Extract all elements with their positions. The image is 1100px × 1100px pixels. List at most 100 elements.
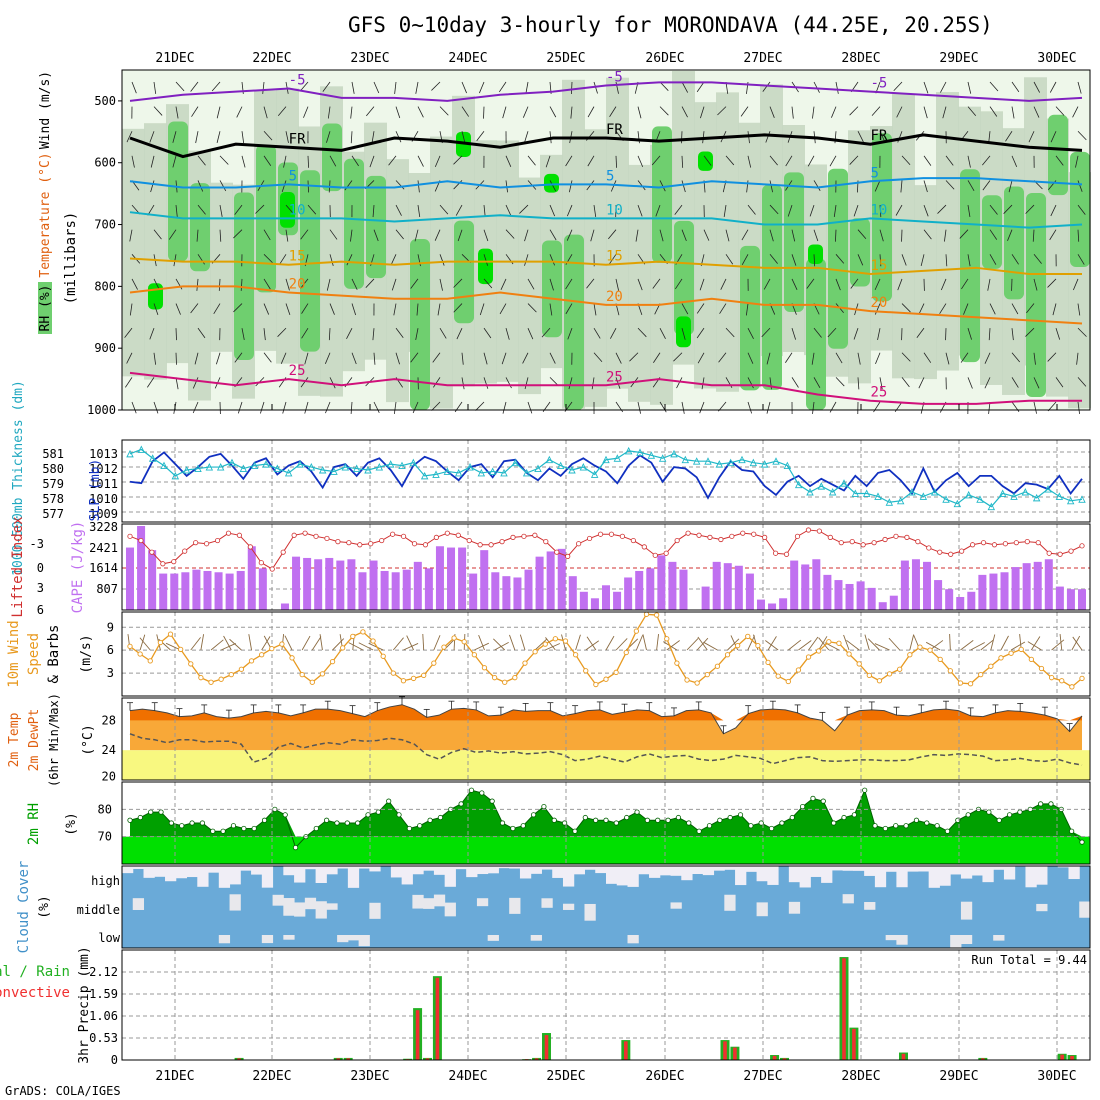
- wind-barb: [635, 229, 639, 242]
- wind-barb: [326, 278, 331, 291]
- wind-barb: [925, 641, 941, 651]
- thickness-marker: [126, 449, 134, 458]
- wind-speed-marker: [208, 679, 214, 685]
- cape-bar: [768, 603, 777, 610]
- thickness-marker: [500, 468, 508, 477]
- rh2m-marker: [986, 809, 992, 815]
- wind-barb: [963, 303, 969, 315]
- wind-barb: [457, 229, 463, 242]
- wind-barb: [395, 229, 404, 240]
- rh-shade-green: [300, 170, 320, 352]
- cloud-high-gap: [971, 866, 983, 876]
- wind-barb: [593, 352, 603, 363]
- wind-barb: [285, 278, 290, 291]
- wind-barb: [366, 106, 375, 117]
- cloud-high-gap: [326, 866, 338, 875]
- cape-li-panel: -3 0 3 6 3228 2421 1614 807 Lifted Index CAPE (J/…: [10, 516, 1091, 618]
- precip-tick-label: 0: [111, 1053, 118, 1067]
- rh2m-marker: [179, 823, 185, 829]
- ylabel-convective: Convective: [0, 985, 70, 1001]
- cape-bar: [513, 577, 522, 610]
- thickness-marker: [726, 458, 735, 467]
- ylabel-millibars: (millibars): [63, 212, 79, 305]
- wind-barb: [549, 254, 555, 266]
- wind-barb: [329, 229, 338, 240]
- wind-barb: [304, 352, 309, 365]
- wind-barb: [475, 401, 485, 411]
- cloud-high-gap: [251, 866, 263, 875]
- wind-barb: [1050, 131, 1057, 143]
- rh2m-marker: [965, 812, 971, 818]
- li-marker: [893, 533, 899, 539]
- wind-barb: [168, 229, 177, 240]
- wind-barb: [545, 155, 551, 168]
- wind-barb: [920, 254, 925, 267]
- wind-barb: [1077, 401, 1080, 414]
- li-marker: [762, 534, 768, 540]
- wind-barb: [373, 229, 379, 242]
- wind-barb: [307, 204, 317, 215]
- rh2m-marker: [624, 814, 630, 821]
- wind-barb: [923, 155, 932, 166]
- wind-barb: [785, 352, 793, 363]
- isotherm-label: 10: [870, 202, 887, 218]
- wind-barb: [769, 180, 774, 193]
- cloud-middle-gap: [788, 901, 801, 914]
- temp-tick-label: 28: [102, 713, 116, 727]
- cape-bar: [170, 573, 179, 610]
- li-marker: [499, 539, 505, 545]
- wind-speed-marker: [329, 658, 336, 665]
- slp-tick-label: 1011: [89, 477, 118, 491]
- wind-barb: [586, 636, 597, 651]
- wind-barb: [586, 278, 595, 289]
- thickness-marker: [284, 468, 293, 477]
- li-tick-label: 3: [37, 581, 44, 595]
- rh2m-marker: [220, 828, 226, 834]
- wind-barb: [301, 327, 309, 339]
- li-marker: [171, 559, 177, 565]
- cloud-high-gap: [810, 866, 822, 877]
- wind-barb: [153, 81, 157, 94]
- li-marker: [1057, 551, 1063, 557]
- rh2m-marker: [282, 812, 288, 818]
- wind-barb: [393, 401, 397, 414]
- wind-speed-marker: [775, 673, 781, 679]
- cloud-low-gap: [337, 935, 349, 943]
- wind-barb: [967, 155, 971, 168]
- rh2m-tick-label: 80: [98, 802, 112, 816]
- wind-barb: [129, 303, 133, 316]
- wind-barb: [502, 401, 507, 414]
- wind-barb: [1077, 327, 1087, 337]
- cloud-high-gap: [670, 866, 682, 876]
- wind-barb: [483, 377, 489, 389]
- wind-speed-marker: [1079, 675, 1085, 682]
- wind-barb: [502, 106, 507, 119]
- cloud-high-gap: [412, 866, 424, 875]
- ylabel-rh: RH (%): [38, 285, 53, 332]
- li-marker: [193, 540, 199, 546]
- wind-barb: [867, 638, 880, 651]
- cape-bar: [911, 559, 920, 610]
- cape-bar: [1033, 561, 1042, 610]
- rh-shade-mid: [122, 128, 145, 377]
- wind-barb: [901, 352, 911, 362]
- wind-speed-marker: [481, 665, 488, 671]
- rh2m-marker: [924, 820, 930, 826]
- wind-barb: [923, 106, 928, 119]
- wind-barb: [1007, 229, 1013, 241]
- wind-barb: [263, 278, 271, 290]
- cloud-high-gap: [283, 866, 295, 876]
- wind-barb: [1033, 278, 1038, 291]
- rh-shade-green: [190, 183, 210, 272]
- wind-barb: [311, 636, 322, 651]
- cape-bar: [1022, 563, 1031, 610]
- wind-barb: [1072, 278, 1079, 291]
- wind-barb: [567, 328, 573, 340]
- wind-speed-marker: [714, 663, 721, 669]
- wind-barb: [422, 634, 425, 651]
- wind-speed-marker: [167, 631, 174, 637]
- thickness-marker: [590, 470, 599, 478]
- cloud-high-gap: [735, 866, 747, 886]
- li-marker: [882, 536, 888, 543]
- cape-bar: [546, 551, 555, 610]
